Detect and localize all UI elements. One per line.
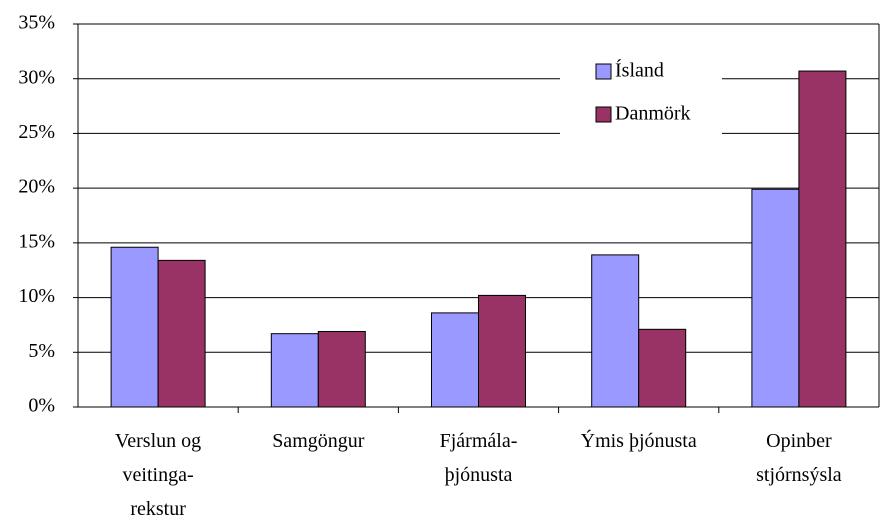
x-tick-label: Opinber stjórnsýsla [756,430,842,486]
legend-label: Ísland [615,59,664,82]
y-tick-label: 25% [18,121,55,143]
x-tick-label-line: rekstur [130,498,186,520]
x-tick-label: Verslun og veitinga-rekstur [115,430,201,520]
x-tick-label: Ýmis þjónusta [581,429,697,452]
x-tick-label-line: Fjármála- [440,430,518,452]
y-tick-label: 20% [18,176,55,198]
bar [431,312,479,408]
legend-label: Danmörk [615,103,691,125]
x-tick-label-line: þjónusta [445,464,513,486]
bar [110,246,159,408]
legend-background [560,50,722,140]
x-tick-label-line: veitinga- [123,464,194,486]
bar [157,259,206,408]
x-tick-label: Samgöngur [272,430,365,452]
bar [270,333,319,408]
bar [591,254,640,408]
legend-swatch [595,106,612,123]
x-tick-label-line: Samgöngur [272,430,365,452]
x-tick-label-line: stjórnsýsla [756,464,842,486]
bar [317,330,366,408]
bar [798,70,847,408]
y-tick-label: 30% [18,66,55,88]
y-tick-label: 5% [28,340,55,362]
bar [751,188,800,408]
x-tick-label-line: Ýmis þjónusta [581,429,697,452]
x-tick-label: Fjármála-þjónusta [440,430,518,486]
x-tick-label-line: Verslun og [115,430,201,452]
legend-swatch [595,63,612,80]
y-tick-label: 0% [28,395,55,417]
y-tick-label: 10% [18,285,55,307]
bar [638,328,687,408]
y-tick-label: 35% [18,12,55,34]
y-tick-label: 15% [18,230,55,252]
x-tick-label-line: Opinber [766,430,832,452]
bar [478,294,526,408]
